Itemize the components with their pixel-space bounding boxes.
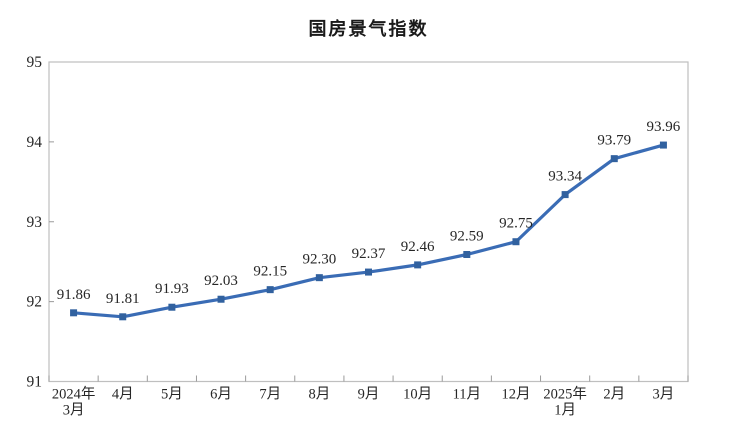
x-axis-category-label: 9月 [358, 387, 380, 403]
data-point-label: 92.37 [352, 246, 386, 262]
y-axis-tick-label: 94 [27, 134, 43, 151]
data-point-label: 93.96 [647, 119, 681, 135]
data-point-label: 93.34 [548, 169, 582, 185]
data-point-label: 92.30 [302, 252, 336, 268]
data-point-marker [414, 261, 422, 269]
x-axis-category-label: 11月 [453, 387, 481, 403]
data-point-label: 91.93 [155, 281, 189, 297]
x-axis-category-label: 5月 [161, 387, 183, 403]
x-axis-category-label: 2024年 3月 [52, 386, 96, 419]
y-axis-tick-label: 92 [27, 294, 43, 311]
data-point-marker [217, 295, 225, 303]
data-point-label: 92.59 [450, 228, 484, 244]
data-point-marker [315, 274, 323, 282]
x-axis-category-label: 10月 [403, 387, 432, 403]
data-point-marker [168, 303, 176, 311]
x-axis-category-label: 7月 [259, 387, 281, 403]
data-point-label: 91.81 [106, 291, 140, 307]
data-point-marker [70, 309, 78, 317]
x-axis-category-label: 2025年 1月 [543, 386, 587, 419]
data-point-marker [119, 313, 127, 321]
data-point-label: 93.79 [597, 133, 631, 149]
y-axis-tick-label: 91 [27, 374, 43, 391]
y-axis-tick-label: 93 [27, 214, 43, 231]
x-axis-category-label: 6月 [210, 387, 232, 403]
data-point-label: 92.15 [253, 264, 287, 280]
data-point-marker [463, 250, 471, 258]
data-point-label: 92.75 [499, 216, 533, 232]
data-point-label: 92.03 [204, 273, 238, 289]
x-axis-category-label: 2月 [603, 387, 625, 403]
plot-area-frame [48, 61, 689, 383]
data-point-label: 92.46 [401, 239, 435, 255]
data-point-marker [610, 155, 618, 163]
x-axis-category-label: 4月 [112, 387, 134, 403]
x-axis-category-label: 8月 [308, 387, 330, 403]
data-point-marker [365, 268, 372, 276]
data-point-marker [561, 191, 569, 199]
x-axis-category-label: 12月 [501, 387, 530, 403]
y-axis-tick-label: 95 [27, 54, 43, 71]
data-point-marker [659, 141, 667, 149]
data-point-label: 91.86 [57, 287, 91, 303]
chart-title: 国房景气指数 [308, 19, 429, 39]
x-axis-category-label: 3月 [653, 387, 675, 403]
data-point-marker [266, 286, 274, 294]
data-point-marker [512, 238, 520, 246]
